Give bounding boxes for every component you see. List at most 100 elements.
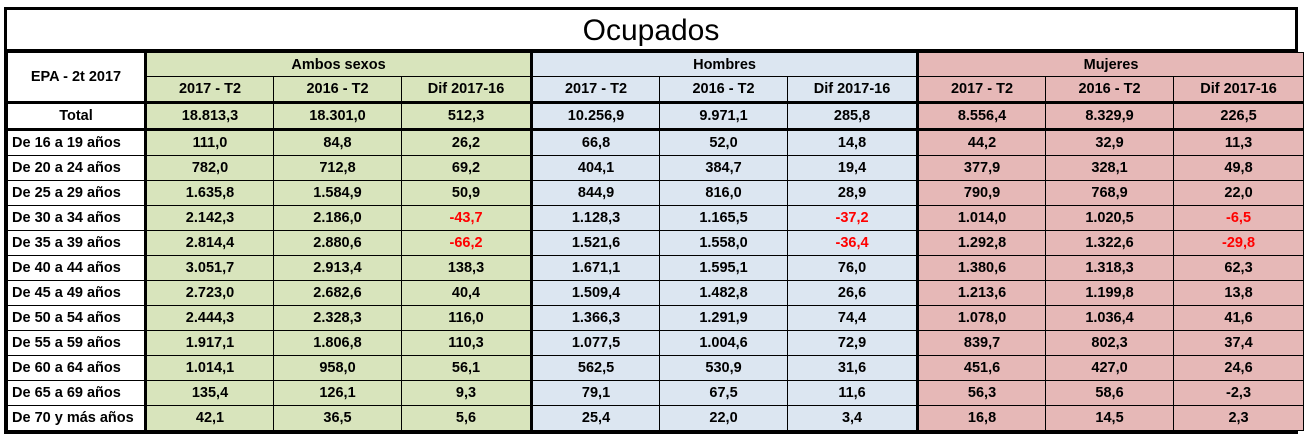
table-cell: -43,7 <box>400 205 534 231</box>
table-cell: 562,5 <box>531 355 661 381</box>
row-label: De 16 a 19 años <box>7 129 147 156</box>
table-cell: 44,2 <box>917 129 1047 156</box>
table-cell: 14,5 <box>1045 405 1175 431</box>
table-cell: 138,3 <box>400 255 534 281</box>
table-row: De 16 a 19 años 111,0 84,8 26,2 66,8 52,0 14,8… <box>7 129 1305 156</box>
row-label: De 60 a 64 años <box>7 355 147 381</box>
table-cell: 2.682,6 <box>273 280 402 306</box>
table-cell: 135,4 <box>145 380 274 406</box>
table-row: De 70 y más años 42,1 36,5 5,6 25,4 22,0 3,4 16… <box>7 405 1305 431</box>
table-row: De 30 a 34 años 2.142,3 2.186,0 -43,7 1.128,… <box>7 205 1305 231</box>
table-cell: 1.366,3 <box>531 305 661 331</box>
table-cell: 18.301,0 <box>273 102 402 131</box>
table-cell: 50,9 <box>400 180 534 206</box>
table-row: De 35 a 39 años 2.814,4 2.880,6 -66,2 1.521,… <box>7 230 1305 256</box>
table-cell: 56,3 <box>917 380 1047 406</box>
table-cell: 18.813,3 <box>145 102 274 131</box>
table-cell: -66,2 <box>400 230 534 256</box>
table-cell: 1.322,6 <box>1045 230 1175 256</box>
table-row: Total 18.813,3 18.301,0 512,3 10.256,9 9.971,… <box>7 102 1305 131</box>
subheader: Dif 2017-16 <box>400 76 534 104</box>
table-cell: 1.199,8 <box>1045 280 1175 306</box>
table-cell: 1.004,6 <box>659 330 789 356</box>
row-label: De 70 y más años <box>7 405 147 431</box>
table-cell: 512,3 <box>400 102 534 131</box>
table-cell: 2,3 <box>1173 405 1305 431</box>
table-cell: 451,6 <box>917 355 1047 381</box>
table-cell: 13,8 <box>1173 280 1305 306</box>
table-cell: 1.521,6 <box>531 230 661 256</box>
row-label: De 50 a 54 años <box>7 305 147 331</box>
subheader: 2016 - T2 <box>1045 76 1175 104</box>
table-cell: 226,5 <box>1173 102 1305 131</box>
table-cell: 62,3 <box>1173 255 1305 281</box>
table-row: De 65 a 69 años 135,4 126,1 9,3 79,1 67,5 11,6… <box>7 380 1305 406</box>
table-cell: 37,4 <box>1173 330 1305 356</box>
group-header-hombres: Hombres <box>531 52 920 77</box>
table-cell: 66,8 <box>531 129 661 156</box>
table-cell: 16,8 <box>917 405 1047 431</box>
table-cell: 74,4 <box>787 305 920 331</box>
table-cell: -2,3 <box>1173 380 1305 406</box>
table-cell: 67,5 <box>659 380 789 406</box>
table-cell: 76,0 <box>787 255 920 281</box>
table-cell: 2.142,3 <box>145 205 274 231</box>
table-cell: 8.329,9 <box>1045 102 1175 131</box>
table-cell: 69,2 <box>400 155 534 181</box>
table-cell: 25,4 <box>531 405 661 431</box>
table-cell: -6,5 <box>1173 205 1305 231</box>
table-cell: 404,1 <box>531 155 661 181</box>
row-label: De 65 a 69 años <box>7 380 147 406</box>
row-label: De 30 a 34 años <box>7 205 147 231</box>
table-cell: 42,1 <box>145 405 274 431</box>
table-cell: 958,0 <box>273 355 402 381</box>
table-cell: 1.595,1 <box>659 255 789 281</box>
table-cell: 40,4 <box>400 280 534 306</box>
subheader: 2016 - T2 <box>273 76 402 104</box>
table-cell: 1.292,8 <box>917 230 1047 256</box>
table-cell: 2.880,6 <box>273 230 402 256</box>
table-cell: 41,6 <box>1173 305 1305 331</box>
table-cell: 1.380,6 <box>917 255 1047 281</box>
table-cell: 802,3 <box>1045 330 1175 356</box>
subheader: 2017 - T2 <box>531 76 661 104</box>
table-cell: 2.444,3 <box>145 305 274 331</box>
table-cell: 1.077,5 <box>531 330 661 356</box>
table-cell: 2.328,3 <box>273 305 402 331</box>
group-header-mujeres: Mujeres <box>917 52 1305 77</box>
table-cell: 31,6 <box>787 355 920 381</box>
table-cell: 2.913,4 <box>273 255 402 281</box>
table-cell: 22,0 <box>1173 180 1305 206</box>
row-label: De 45 a 49 años <box>7 280 147 306</box>
table-row: De 55 a 59 años 1.917,1 1.806,8 110,3 1.077,… <box>7 330 1305 356</box>
table-cell: 72,9 <box>787 330 920 356</box>
table-cell: 1.213,6 <box>917 280 1047 306</box>
table-cell: 1.318,3 <box>1045 255 1175 281</box>
table-cell: 1.014,0 <box>917 205 1047 231</box>
group-header-ambos: Ambos sexos <box>144 52 534 77</box>
table-row: De 25 a 29 años 1.635,8 1.584,9 50,9 844,9 81… <box>7 180 1305 206</box>
table-cell: 3.051,7 <box>145 255 274 281</box>
table-cell: 1.165,5 <box>659 205 789 231</box>
table-cell: 1.014,1 <box>145 355 274 381</box>
table-cell: 56,1 <box>400 355 534 381</box>
subheader: 2017 - T2 <box>145 76 274 104</box>
subheader: 2017 - T2 <box>917 76 1047 104</box>
row-label: De 55 a 59 años <box>7 330 147 356</box>
table-cell: 10.256,9 <box>531 102 661 131</box>
table-cell: 768,9 <box>1045 180 1175 206</box>
table-cell: 782,0 <box>145 155 274 181</box>
table-cell: 530,9 <box>659 355 789 381</box>
table-cell: 1.917,1 <box>145 330 274 356</box>
table-cell: 844,9 <box>531 180 661 206</box>
table-cell: 24,6 <box>1173 355 1305 381</box>
table-cell: 9.971,1 <box>659 102 789 131</box>
table-cell: 3,4 <box>787 405 920 431</box>
table-cell: -37,2 <box>787 205 920 231</box>
table-cell: 839,7 <box>917 330 1047 356</box>
row-label: De 25 a 29 años <box>7 180 147 206</box>
table-cell: 1.509,4 <box>531 280 661 306</box>
table-cell: 1.635,8 <box>145 180 274 206</box>
table-row: De 40 a 44 años 3.051,7 2.913,4 138,3 1.671,… <box>7 255 1305 281</box>
table-cell: 1.806,8 <box>273 330 402 356</box>
